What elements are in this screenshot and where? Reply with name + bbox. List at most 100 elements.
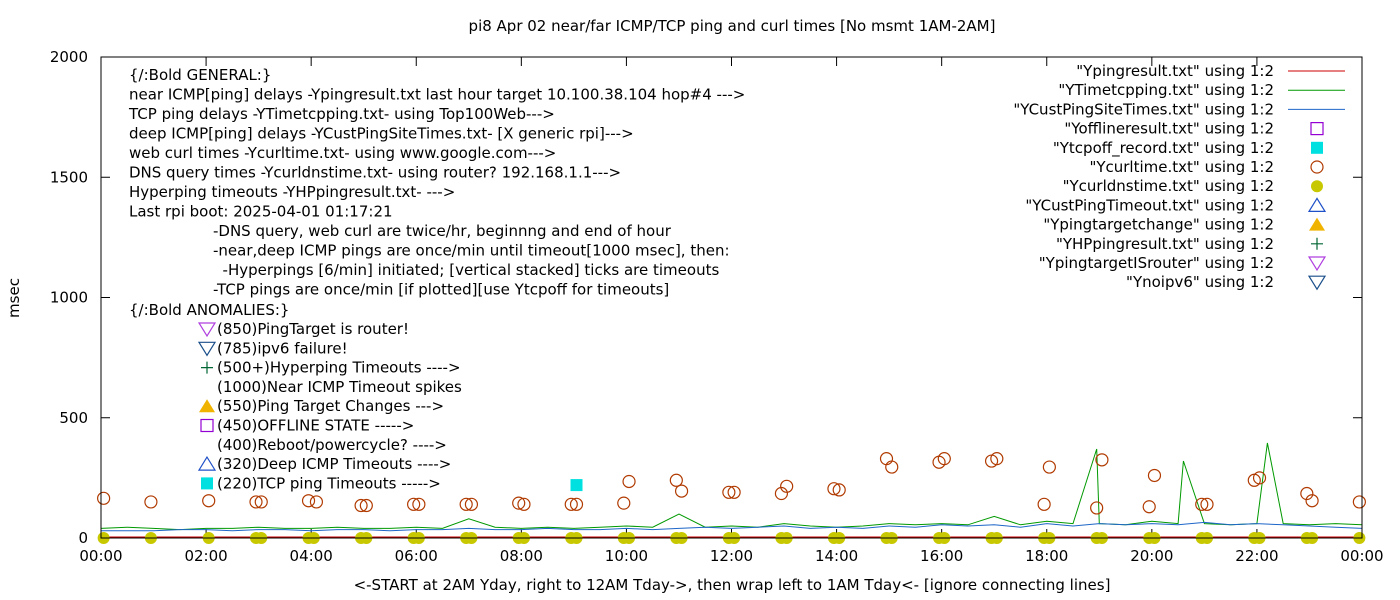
x-tick-label: 20:00 <box>1130 547 1173 565</box>
y-tick-label: 2000 <box>50 48 88 66</box>
legend-swatch <box>1307 197 1327 212</box>
data-point <box>144 495 158 509</box>
x-tick-label: 16:00 <box>920 547 963 565</box>
anomaly-line: (320)Deep ICMP Timeouts ----> <box>217 455 451 473</box>
annotation-line: Last rpi boot: 2025-04-01 01:17:21 <box>129 203 393 221</box>
anomaly-marker <box>197 322 217 338</box>
legend-label: "Yofflineresult.txt" using 1:2 <box>1064 120 1274 138</box>
note-line: -Hyperpings [6/min] initiated; [vertical… <box>213 261 719 279</box>
data-point <box>622 474 636 489</box>
y-tick-label: 1500 <box>50 168 88 186</box>
data-point <box>1300 486 1314 501</box>
x-tick-label: 18:00 <box>1025 547 1068 565</box>
x-tick-label: 12:00 <box>710 547 753 565</box>
x-tick-label: 06:00 <box>395 547 438 565</box>
data-point <box>1195 497 1209 511</box>
data-point <box>1037 497 1051 511</box>
data-point <box>569 497 584 511</box>
legend-label: "YHPpingresult.txt" using 1:2 <box>1056 235 1274 253</box>
data-point <box>464 497 479 511</box>
data-point <box>832 483 846 497</box>
annotation-text: {/:Bold GENERAL:} near ICMP[ping] delays … <box>128 66 745 492</box>
data-point <box>359 498 373 513</box>
x-tick-label: 22:00 <box>1235 547 1278 565</box>
data-point <box>937 452 951 466</box>
note-line: -DNS query, web curl are twice/hr, begin… <box>213 222 672 240</box>
anomaly-marker <box>201 477 213 490</box>
anomaly-marker <box>197 341 217 357</box>
data-point <box>570 479 583 492</box>
data-point <box>1352 495 1366 509</box>
data-point <box>254 495 268 509</box>
data-point <box>1042 460 1056 474</box>
data-point <box>1252 471 1267 485</box>
legend-swatch <box>1307 256 1327 272</box>
legend-label: "Ytcpoff_record.txt" using 1:2 <box>1053 139 1274 158</box>
legend-label: "YCustPingTimeout.txt" using 1:2 <box>1025 196 1274 214</box>
legend-label: "YTimetcpping.txt" using 1:2 <box>1058 81 1274 99</box>
anomaly-marker <box>199 399 215 413</box>
x-tick-label: 04:00 <box>290 547 333 565</box>
data-point <box>202 494 216 508</box>
data-point <box>827 482 841 496</box>
plot-area: 0 500 1000 1500 2000 00:00 02:00 04:00 06:00 08:0… <box>50 48 1384 565</box>
data-point <box>1095 453 1109 467</box>
data-point <box>617 496 631 510</box>
anomaly-line: (850)PingTarget is router! <box>217 320 409 338</box>
legend-swatch <box>1309 217 1325 231</box>
data-point <box>1200 497 1214 511</box>
data-point <box>774 486 789 501</box>
data-point <box>674 484 689 498</box>
data-point <box>722 485 736 499</box>
y-tick-label: 0 <box>78 529 88 547</box>
annotation-line: web curl times -Ycurltime.txt- using www… <box>129 144 556 162</box>
legend-label: "YCustPingSiteTimes.txt" using 1:2 <box>1013 100 1274 118</box>
anomaly-line: (1000)Near ICMP Timeout spikes <box>217 378 462 396</box>
x-tick-label: 14:00 <box>815 547 858 565</box>
data-point <box>459 497 473 511</box>
data-point <box>1090 501 1104 515</box>
anomaly-line: (220)TCP ping Timeouts -----> <box>217 474 441 492</box>
data-point <box>97 491 111 505</box>
legend-label: "YpingtargetISrouter" using 1:2 <box>1039 254 1274 272</box>
data-point <box>780 479 794 493</box>
x-tick-label: 00:00 <box>79 547 122 565</box>
data-point <box>727 485 741 499</box>
legend-label: "Ynoipv6" using 1:2 <box>1126 273 1274 291</box>
series-line <box>101 521 1363 532</box>
data-point <box>354 498 368 513</box>
data-point <box>412 497 426 511</box>
annotation-line: DNS query times -Ycurldnstime.txt- using… <box>129 164 621 182</box>
data-point <box>564 497 578 511</box>
data-point <box>885 460 899 474</box>
anomaly-marker <box>197 455 217 471</box>
x-tick-label: 10:00 <box>605 547 648 565</box>
anomalies-title: {/:Bold ANOMALIES:} <box>129 301 289 319</box>
data-point <box>301 494 316 508</box>
legend-label: "Ypingresult.txt" using 1:2 <box>1076 62 1274 80</box>
plot-border <box>100 56 1363 539</box>
data-point <box>990 452 1004 466</box>
y-tick-label: 500 <box>59 409 88 427</box>
data-point <box>512 496 526 510</box>
legend-label: "Ycurldnstime.txt" using 1:2 <box>1063 177 1274 195</box>
legend-swatch <box>1311 141 1323 154</box>
anomaly-line: (785)ipv6 failure! <box>217 339 348 357</box>
x-tick-label: 08:00 <box>500 547 543 565</box>
y-tick-label: 1000 <box>50 289 88 307</box>
data-point <box>309 495 324 509</box>
legend-swatch <box>1307 275 1327 291</box>
anomaly-line: (500+)Hyperping Timeouts ----> <box>217 359 461 377</box>
y-axis-label: msec <box>5 278 23 318</box>
note-line: -near,deep ICMP pings are once/min until… <box>213 242 730 260</box>
annotation-line: TCP ping delays -YTimetcpping.txt- using… <box>128 105 555 123</box>
legend-swatch <box>1310 160 1324 174</box>
data-point <box>1147 468 1162 483</box>
annotation-line: deep ICMP[ping] delays -YCustPingSiteTim… <box>129 125 634 143</box>
annotation-line: Hyperping timeouts -YHPpingresult.txt- -… <box>129 183 455 201</box>
legend-swatch <box>1310 121 1324 136</box>
data-point <box>407 497 421 511</box>
x-tick-label: 00:00 <box>1340 547 1383 565</box>
